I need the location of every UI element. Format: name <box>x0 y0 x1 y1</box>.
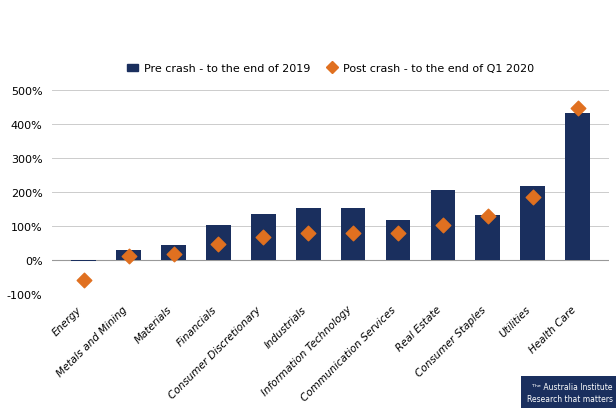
Point <box>303 230 313 236</box>
Point <box>258 234 268 240</box>
Bar <box>206 225 231 261</box>
Bar <box>116 250 141 261</box>
Point <box>348 230 358 236</box>
Point <box>393 230 403 236</box>
Bar <box>386 221 410 261</box>
Bar <box>565 114 590 261</box>
Point <box>528 194 538 201</box>
Legend: Pre crash - to the end of 2019, Post crash - to the end of Q1 2020: Pre crash - to the end of 2019, Post cra… <box>123 60 539 79</box>
Point <box>214 241 224 248</box>
Point <box>573 106 583 112</box>
Bar <box>521 187 545 261</box>
Bar <box>476 216 500 261</box>
Point <box>483 213 493 220</box>
Bar <box>431 190 455 261</box>
Point <box>169 251 179 258</box>
Point <box>79 277 89 284</box>
Point <box>124 253 134 260</box>
Bar <box>251 214 276 261</box>
Bar <box>296 209 320 261</box>
Bar <box>341 209 365 261</box>
Point <box>438 222 448 229</box>
Text: ᵀʰᵉ Australia Institute
Research that matters: ᵀʰᵉ Australia Institute Research that ma… <box>527 382 613 403</box>
Bar <box>161 245 186 261</box>
